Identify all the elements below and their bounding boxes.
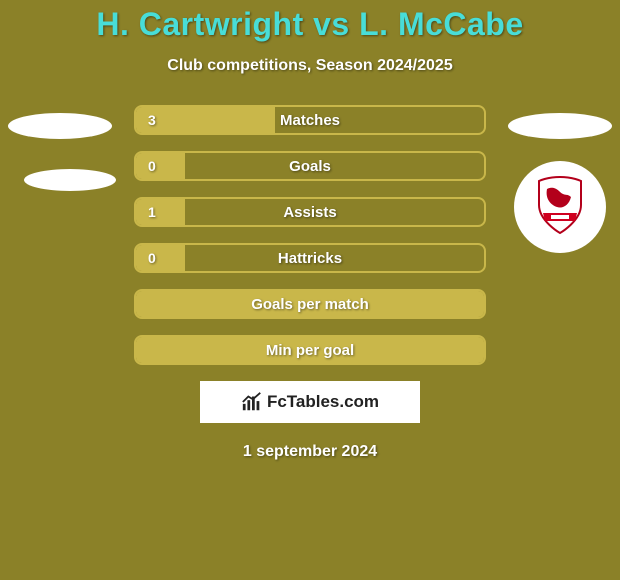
player1-side	[0, 105, 120, 191]
player2-club-badge	[514, 161, 606, 253]
stat-row-hattricks: 0Hattricks	[134, 243, 486, 273]
stat-label: Goals per match	[136, 291, 484, 317]
stat-row-matches: 3Matches	[134, 105, 486, 135]
player1-club-placeholder	[24, 169, 116, 191]
club-crest-icon	[533, 175, 587, 235]
stat-label: Hattricks	[136, 245, 484, 271]
stat-label: Assists	[136, 199, 484, 225]
stat-rows: 3Matches 0Goals 1Assists 0Hattricks Goals pe…	[134, 105, 486, 365]
stat-row-min-per-goal: Min per goal	[134, 335, 486, 365]
page-title: H. Cartwright vs L. McCabe	[0, 0, 620, 43]
stat-row-goals: 0Goals	[134, 151, 486, 181]
stat-label: Goals	[136, 153, 484, 179]
date-label: 1 september 2024	[0, 443, 620, 461]
brand-text: FcTables.com	[267, 392, 379, 412]
stat-row-assists: 1Assists	[134, 197, 486, 227]
subtitle: Club competitions, Season 2024/2025	[0, 57, 620, 75]
stat-row-goals-per-match: Goals per match	[134, 289, 486, 319]
stat-label: Min per goal	[136, 337, 484, 363]
brand-attribution[interactable]: FcTables.com	[200, 381, 420, 423]
chart-icon	[241, 391, 263, 413]
stat-label: Matches	[136, 107, 484, 133]
player1-photo-placeholder	[8, 113, 112, 139]
comparison-area: 3Matches 0Goals 1Assists 0Hattricks Goals pe…	[0, 105, 620, 461]
player2-side	[500, 105, 620, 253]
player2-photo-placeholder	[508, 113, 612, 139]
